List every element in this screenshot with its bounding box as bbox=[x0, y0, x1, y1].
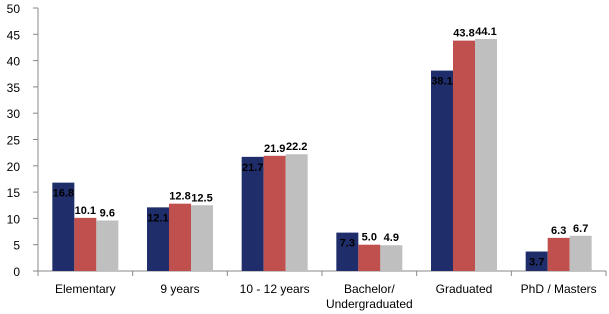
bar bbox=[263, 155, 286, 271]
x-tick-label: Bachelor/Undergraduated bbox=[326, 282, 413, 311]
value-label: 22.2 bbox=[286, 141, 307, 153]
value-label: 43.8 bbox=[453, 28, 474, 40]
bar bbox=[285, 154, 308, 271]
bar bbox=[569, 235, 592, 271]
value-label: 12.1 bbox=[147, 212, 168, 224]
y-tick-label: 0 bbox=[13, 265, 20, 279]
y-tick-label: 50 bbox=[7, 2, 21, 16]
value-label: 4.9 bbox=[384, 232, 399, 244]
value-label: 44.1 bbox=[475, 26, 496, 38]
y-tick-label: 5 bbox=[13, 239, 20, 253]
y-tick-label: 40 bbox=[7, 55, 21, 69]
value-label: 38.1 bbox=[431, 76, 452, 88]
bar bbox=[52, 182, 75, 271]
bar bbox=[475, 39, 497, 272]
y-tick-label: 15 bbox=[7, 186, 21, 200]
y-tick-label: 25 bbox=[7, 134, 21, 148]
x-tick-label: 9 years bbox=[160, 282, 199, 296]
bar bbox=[358, 244, 381, 271]
x-tick-label: PhD / Masters bbox=[521, 282, 597, 296]
value-label: 6.3 bbox=[551, 225, 566, 237]
bar bbox=[241, 156, 264, 271]
y-tick-label: 20 bbox=[7, 160, 21, 174]
x-tick-label: 10 - 12 years bbox=[240, 282, 310, 296]
y-tick-label: 45 bbox=[7, 28, 21, 42]
value-label: 7.3 bbox=[340, 238, 355, 250]
value-label: 3.7 bbox=[529, 257, 544, 269]
value-label: 21.7 bbox=[242, 162, 263, 174]
bar bbox=[431, 70, 453, 272]
bar bbox=[547, 237, 570, 271]
value-label: 21.9 bbox=[264, 143, 285, 155]
bar bbox=[191, 205, 213, 271]
bar bbox=[336, 232, 359, 271]
y-tick-label: 35 bbox=[7, 81, 21, 95]
bar bbox=[380, 245, 403, 271]
value-label: 5.0 bbox=[362, 232, 377, 244]
x-tick-label: Graduated bbox=[436, 282, 493, 296]
value-label: 9.6 bbox=[100, 208, 115, 220]
bar bbox=[169, 203, 191, 271]
bar bbox=[525, 251, 548, 271]
value-label: 12.5 bbox=[191, 192, 212, 204]
y-tick-label: 10 bbox=[7, 212, 21, 226]
bar bbox=[74, 217, 97, 271]
bar bbox=[453, 40, 475, 271]
value-label: 16.8 bbox=[53, 188, 74, 200]
value-label: 12.8 bbox=[169, 191, 190, 203]
y-tick-label: 30 bbox=[7, 107, 21, 121]
value-label: 10.1 bbox=[75, 205, 96, 217]
x-tick-label: Elementary bbox=[55, 282, 116, 296]
bar bbox=[147, 207, 169, 271]
value-label: 6.7 bbox=[573, 223, 588, 235]
bar bbox=[96, 220, 119, 271]
